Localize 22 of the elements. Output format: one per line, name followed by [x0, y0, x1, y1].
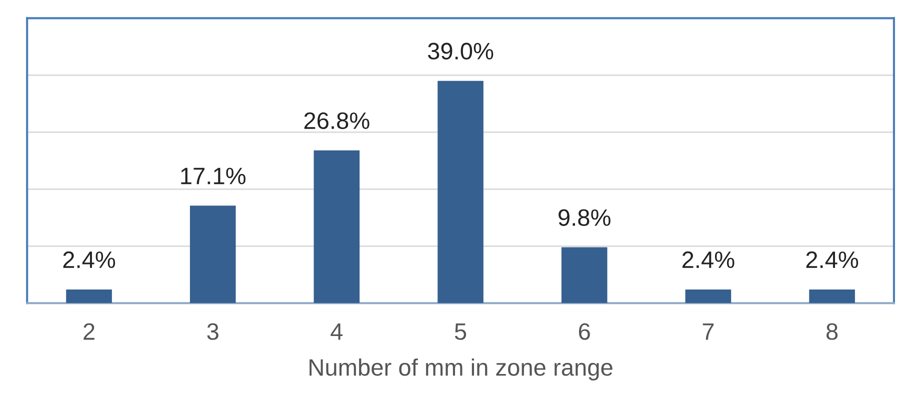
- bar: [314, 150, 360, 304]
- x-tick-label: 8: [826, 323, 838, 340]
- x-tick-label: 3: [207, 323, 218, 340]
- data-label: 2.4%: [682, 251, 734, 268]
- data-label: 2.4%: [63, 251, 116, 268]
- x-tick-label: 4: [330, 323, 343, 340]
- data-label: 39.0%: [428, 42, 494, 60]
- bar: [685, 289, 732, 304]
- bar: [66, 289, 112, 304]
- bar: [561, 247, 608, 304]
- x-tick-label: 7: [702, 323, 714, 340]
- bar: [438, 80, 484, 304]
- bar: [809, 289, 855, 304]
- data-label: 2.4%: [806, 251, 858, 268]
- x-tick-label: 6: [579, 323, 590, 340]
- data-label: 17.1%: [181, 168, 246, 184]
- data-label: 9.8%: [558, 209, 610, 226]
- x-tick-label: 5: [454, 323, 466, 340]
- data-label: 26.8%: [304, 112, 370, 130]
- bar: [190, 206, 236, 304]
- x-tick-label: 2: [84, 323, 94, 340]
- x-axis-title: Number of mm in zone range: [310, 358, 612, 380]
